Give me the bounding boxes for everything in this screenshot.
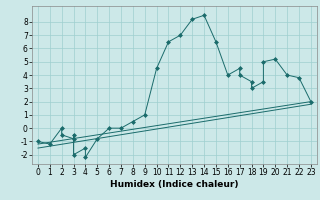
X-axis label: Humidex (Indice chaleur): Humidex (Indice chaleur) <box>110 180 239 189</box>
